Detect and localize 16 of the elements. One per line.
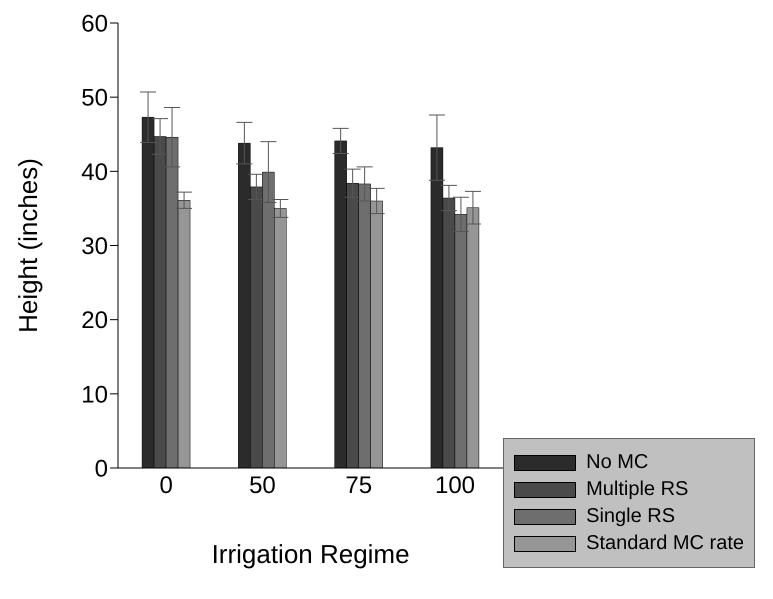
y-tick-label: 30 (81, 233, 108, 260)
y-tick-label: 50 (81, 84, 108, 112)
x-tick-label: 0 (159, 472, 173, 500)
legend-label: Single RS (586, 505, 676, 528)
legend-label: Multiple RS (586, 478, 688, 501)
y-tick-label: 40 (81, 158, 108, 186)
y-tick-label: 20 (81, 307, 108, 334)
x-axis-title: Irrigation Regime (212, 539, 410, 569)
legend-label: Standard MC rate (586, 532, 744, 555)
x-tick-label: 75 (345, 472, 372, 500)
y-tick-label: 60 (81, 10, 108, 38)
y-axis-title: Height (inches) (13, 158, 44, 333)
y-tick-label: 10 (81, 381, 108, 408)
legend-label: No MC (586, 451, 648, 474)
x-tick-label: 100 (434, 472, 476, 500)
x-tick-label: 50 (249, 472, 276, 500)
